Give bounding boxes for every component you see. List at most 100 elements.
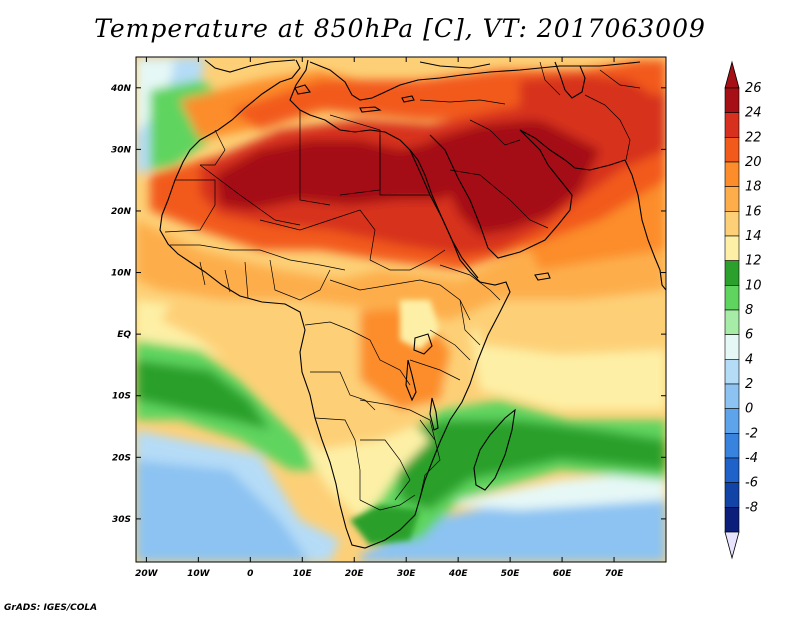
border-mauritania <box>164 179 216 233</box>
india-coastline <box>624 159 666 291</box>
colorbar-segment <box>724 186 740 212</box>
border-southafrica <box>359 494 416 511</box>
x-tick-label: 20W <box>135 569 159 579</box>
field-orange-arabian-sea <box>520 180 666 270</box>
colorbar-segment <box>724 137 740 163</box>
y-tick-label: 10N <box>111 269 132 279</box>
field-orange-west-africa <box>136 210 666 320</box>
x-tick-label: 60E <box>553 569 573 579</box>
border-central-asia <box>539 61 641 96</box>
lake-tanganyika <box>405 359 417 402</box>
border-angola <box>310 371 376 411</box>
field-green-south-tip <box>350 505 420 545</box>
x-tick-label: 0 <box>247 569 253 579</box>
y-axis-ticks: 40N 30N 20N 10N EQ 10S 20S 30S <box>110 84 666 525</box>
colorbar-label: -2 <box>745 426 758 441</box>
persian-gulf-coastline <box>519 129 626 171</box>
field-cool-south-atlantic <box>136 460 310 562</box>
border-algeria-mali <box>199 164 301 226</box>
colorbar-over-triangle <box>724 60 740 89</box>
colorbar-segment <box>724 87 740 113</box>
border-sudan-south <box>369 249 446 271</box>
field-yelloworange-indian-ocean <box>480 290 666 355</box>
colorbar-segment <box>724 112 740 138</box>
colorbar-segment <box>724 433 740 459</box>
red-sea-west-coastline <box>409 149 479 279</box>
border-botswana <box>360 439 411 501</box>
colorbar-label: -6 <box>745 476 758 491</box>
x-tick-label: 20E <box>345 569 365 579</box>
y-tick-label: 30S <box>112 515 131 525</box>
colorbar-segment <box>724 457 740 483</box>
colorbar-under-triangle <box>724 531 740 560</box>
colorbar-label: 24 <box>745 106 762 121</box>
cyprus-island <box>401 95 415 103</box>
caspian-coastline <box>554 61 586 99</box>
border-sahel-west <box>170 244 346 271</box>
colorbar-segment <box>724 161 740 187</box>
map-title: Temperature at 850hPa [C], VT: 201706300… <box>94 14 706 43</box>
colorbar-label: 16 <box>745 204 762 219</box>
x-tick-label: 10W <box>187 569 211 579</box>
colorbar-label: -4 <box>745 451 758 466</box>
y-tick-label: EQ <box>117 330 131 340</box>
colorbar-label: 22 <box>745 130 762 145</box>
border-tanzania-kenya <box>409 329 471 381</box>
y-tick-label: 30N <box>111 145 132 155</box>
colorbar-label: 2 <box>745 377 753 392</box>
coastlines <box>159 59 666 549</box>
plot-frame <box>135 56 667 563</box>
border-saudi <box>449 169 549 229</box>
madagascar-coastline <box>473 408 516 491</box>
colorbar-segment <box>724 482 740 508</box>
x-tick-label: 30E <box>397 569 417 579</box>
colorbar-label: 14 <box>745 229 762 244</box>
field-yellow-east-africa-highland <box>400 300 440 350</box>
field-darkgreen-atlantic <box>136 360 270 430</box>
x-tick-label: 10E <box>293 569 313 579</box>
border-morocco <box>200 129 226 166</box>
blacksea-coastline <box>419 61 491 69</box>
border-zambia <box>359 399 436 441</box>
field-darkred-iran-core <box>520 75 660 150</box>
field-cold-south-indian <box>360 490 666 562</box>
colorbar-label: 26 <box>745 81 762 96</box>
lake-malawi <box>429 397 439 431</box>
y-tick-label: 20N <box>111 207 132 217</box>
border-turkey-syria <box>419 99 506 105</box>
colorbar-label: 0 <box>745 402 753 417</box>
border-nigeria <box>269 259 331 301</box>
border-mozambique <box>419 419 441 499</box>
colorbar-segment <box>724 383 740 409</box>
border-westafrica-coast <box>199 261 249 299</box>
colorbar-segment <box>724 359 740 385</box>
border-ethiopia-somalia <box>439 264 501 346</box>
colorbar-label: 6 <box>745 328 753 343</box>
europe-coastline <box>204 59 641 101</box>
socotra-island <box>534 272 551 281</box>
colorbar-label: 12 <box>745 254 762 269</box>
arabia-coastline <box>429 129 573 259</box>
colorbar-segment <box>724 211 740 237</box>
grads-credit: GrADS: IGES/COLA <box>4 603 98 613</box>
colorbar-label: 10 <box>745 278 762 293</box>
colorbar-segment <box>724 408 740 434</box>
border-congo <box>304 321 411 386</box>
border-niger-chad <box>259 209 376 261</box>
crete-island <box>359 106 382 113</box>
x-tick-label: 50E <box>501 569 521 579</box>
field-darkgreen-mozambique <box>395 420 666 510</box>
colorbar-segment <box>724 507 740 533</box>
field-mild-south-indian <box>440 470 666 510</box>
colorbar-segment <box>724 235 740 261</box>
border-egypt-sudan <box>379 135 430 196</box>
temperature-field <box>136 57 666 562</box>
border-iran-iraq <box>469 119 521 146</box>
sicily-island <box>294 84 311 95</box>
colorbar-segment <box>724 285 740 311</box>
country-borders <box>164 61 641 511</box>
x-tick-label: 40E <box>448 569 469 579</box>
colorbar-label: 20 <box>745 155 762 170</box>
y-tick-label: 40N <box>110 84 132 94</box>
